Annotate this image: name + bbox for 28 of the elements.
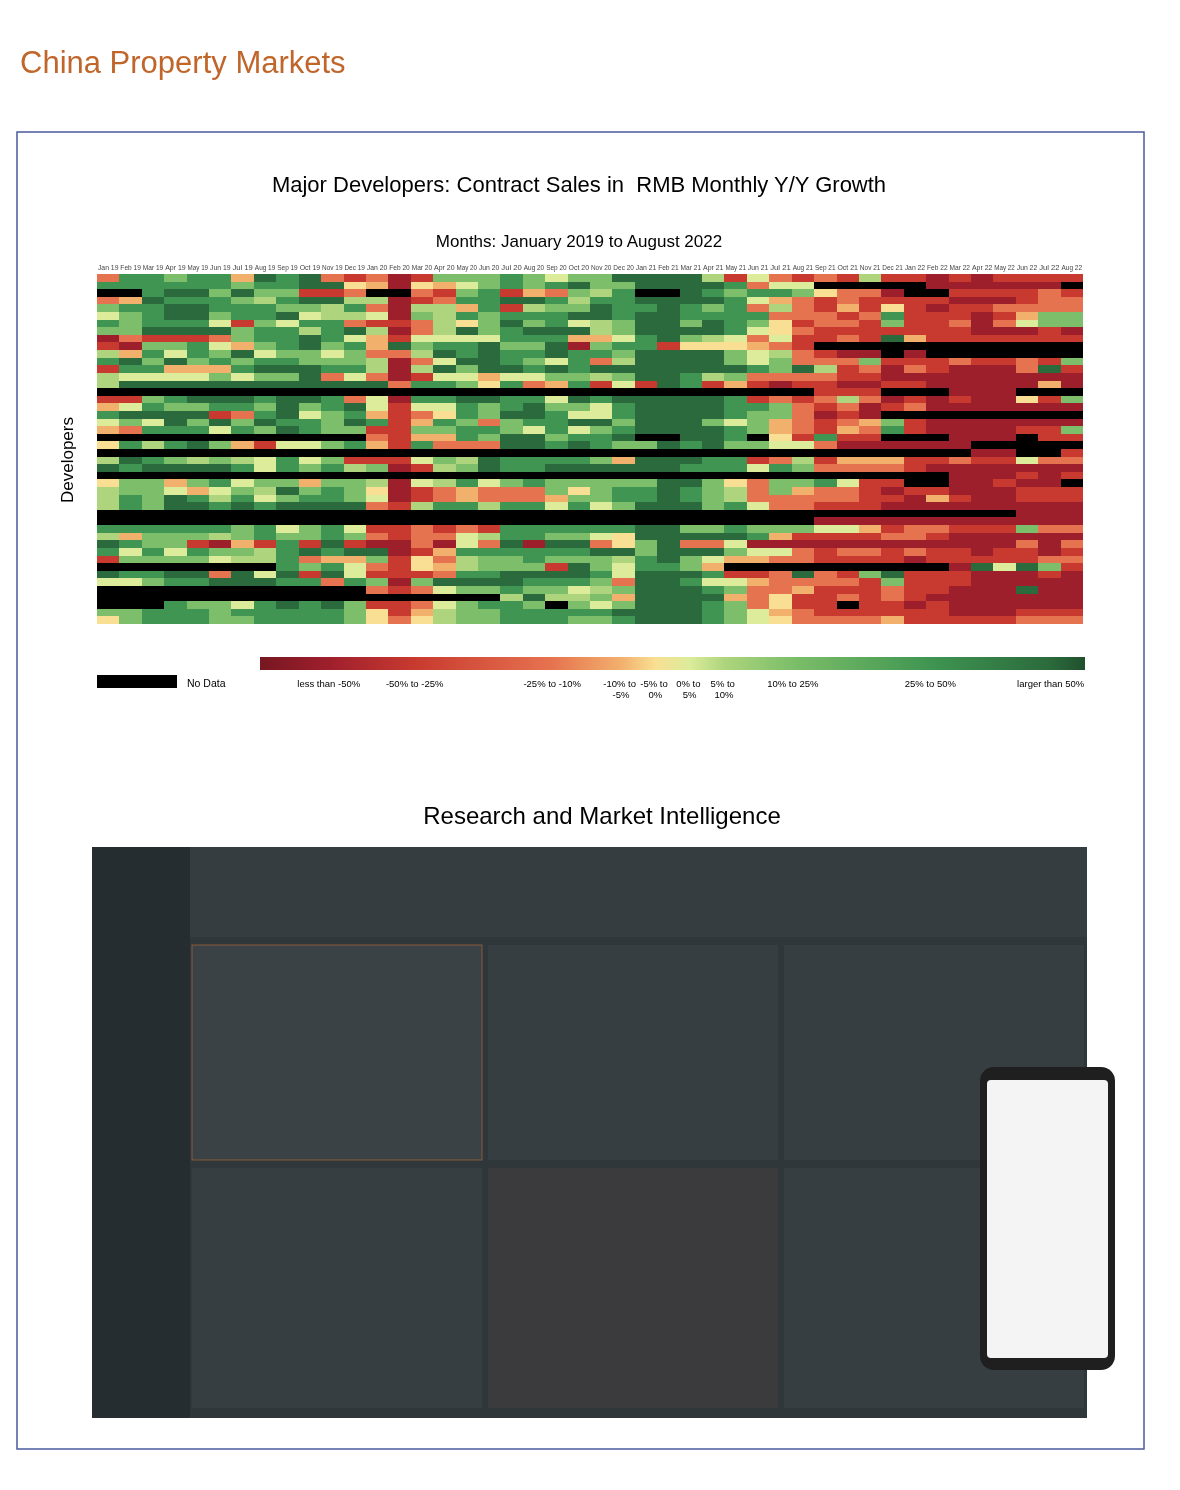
- color-bar-label: -5% to 0%: [640, 678, 671, 700]
- color-bar-label: -50% to -25%: [385, 678, 445, 689]
- x-tick-label: Jan 19: [97, 263, 122, 272]
- text: No Data: [187, 677, 226, 689]
- x-tick-label: Apr 19: [165, 263, 189, 272]
- color-bar-label: larger than 50%: [1017, 678, 1085, 689]
- x-tick-label: Apr 21: [703, 263, 727, 272]
- text: Research and Market Intelligence: [423, 802, 781, 829]
- x-tick-label: Jan 20: [366, 263, 391, 272]
- text: China Property Markets: [20, 45, 346, 80]
- x-tick-label: Apr 20: [434, 263, 458, 272]
- color-bar-label: less than -50%: [297, 678, 361, 689]
- color-bar-label: -10% to -5%: [603, 678, 639, 700]
- color-bar-label: 0% to 5%: [676, 678, 704, 700]
- x-tick-label: Jul 20: [501, 263, 523, 272]
- chart-title: Major Developers: Contract Sales in RMB Monthly Y/Y Growth: [271, 172, 887, 197]
- x-tick-label: Jul 22: [1039, 263, 1061, 272]
- x-tick-label: Jan 21: [635, 263, 660, 272]
- x-tick-label: Aug 22: [1061, 263, 1087, 272]
- x-tick-label: Apr 22: [971, 263, 996, 272]
- x-tick-label: Jul 19: [232, 263, 254, 272]
- x-tick-label: Jul 21: [770, 263, 792, 272]
- color-bar-label: 5% to 10%: [710, 678, 738, 700]
- color-bar-label: -25% to -10%: [523, 678, 582, 689]
- color-bar-label: 25% to 50%: [904, 678, 957, 689]
- chart-subtitle: Months: January 2019 to August 2022: [435, 232, 723, 251]
- y-axis-title: Developers: [58, 417, 77, 503]
- color-bar-label: 10% to 25%: [767, 678, 819, 689]
